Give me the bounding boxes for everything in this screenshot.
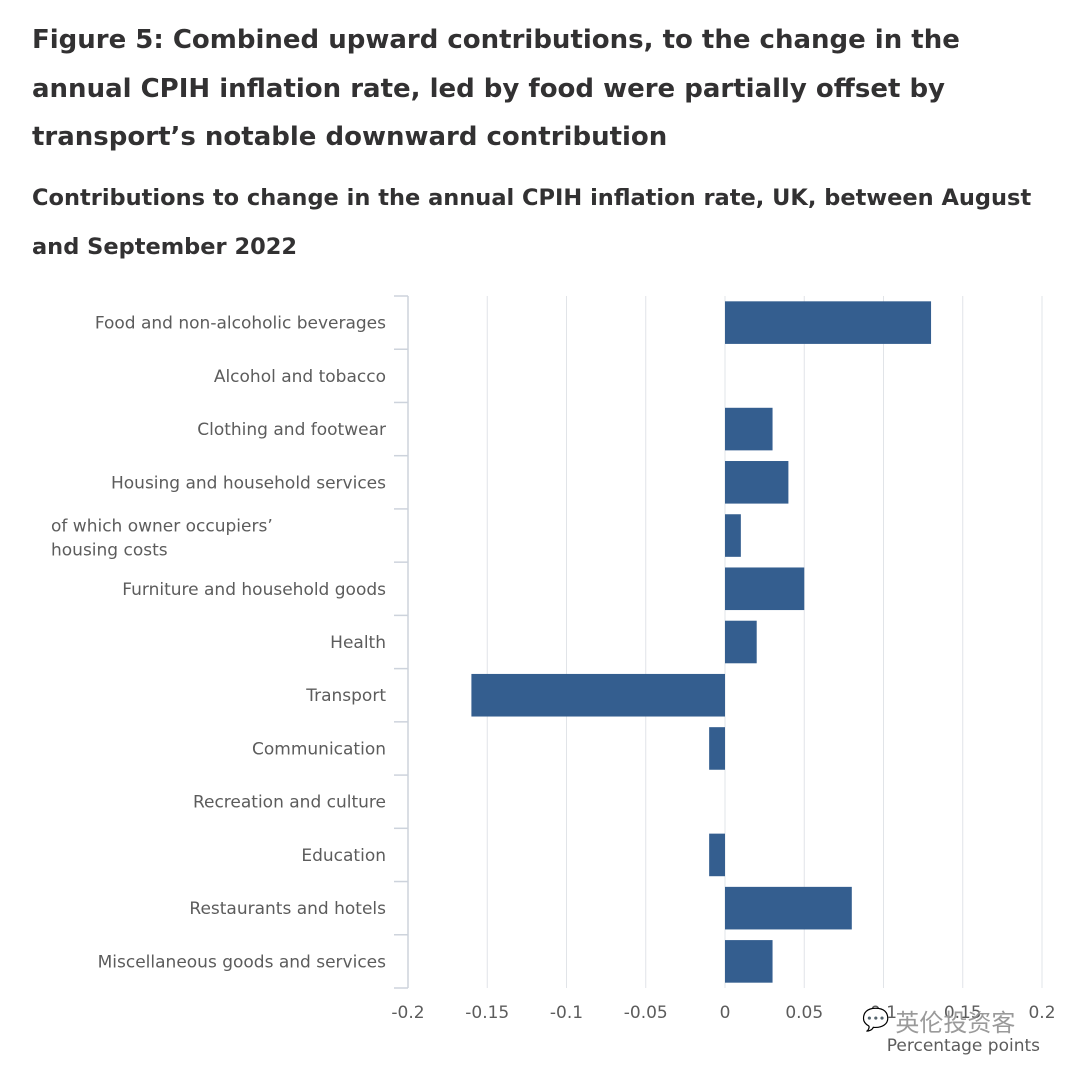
- category-label: Health: [330, 633, 386, 653]
- tick-label: -0.05: [624, 1003, 668, 1023]
- category-label: Miscellaneous goods and services: [98, 952, 387, 972]
- bar: [709, 727, 725, 770]
- bar: [725, 514, 741, 557]
- bar: [725, 886, 852, 930]
- category-labels: Food and non-alcoholic beverages Alcohol …: [51, 314, 386, 973]
- bar: [709, 833, 725, 877]
- figure-title: Figure 5: Combined upward contributions,…: [32, 25, 960, 152]
- category-label: Communication: [252, 739, 386, 759]
- bar: [725, 301, 932, 344]
- tick-label: 0.2: [1028, 1003, 1055, 1023]
- tick-label: 0.15: [944, 1003, 982, 1023]
- category-label: Education: [301, 846, 386, 866]
- tick-label: 0: [720, 1003, 731, 1023]
- tick-label: -0.15: [465, 1003, 509, 1023]
- category-label: Food and non-alcoholic beverages: [95, 314, 386, 334]
- x-axis-title: Percentage points: [887, 1036, 1040, 1056]
- bar: [725, 407, 773, 451]
- bar: [725, 620, 757, 664]
- tick-label: -0.1: [550, 1003, 583, 1023]
- category-label: Housing and household services: [111, 473, 386, 493]
- tick-label: 0.1: [870, 1003, 897, 1023]
- watermark: 💬 英伦投资客: [862, 1003, 1015, 1038]
- category-label: Furniture and household goods: [122, 580, 386, 600]
- category-label: Transport: [305, 686, 386, 706]
- bar: [471, 673, 725, 717]
- chat-bubbles-icon: 💬: [862, 1008, 890, 1033]
- watermark-text: 英伦投资客: [895, 1009, 1016, 1037]
- tick-labels: -0.2 -0.15 -0.1 -0.05 0 0.05 0.1 0.15 0.2: [391, 1003, 1055, 1023]
- tick-label: -0.2: [391, 1003, 424, 1023]
- bars: [471, 301, 932, 983]
- category-axis: [394, 295, 409, 989]
- category-label: Recreation and culture: [193, 793, 386, 813]
- category-label: Alcohol and tobacco: [214, 367, 386, 387]
- bar: [725, 461, 789, 504]
- gridlines: [486, 296, 1043, 988]
- category-label: Restaurants and hotels: [189, 899, 386, 919]
- bar: [725, 567, 805, 611]
- tick-label: 0.05: [785, 1003, 823, 1023]
- category-label: of which owner occupiers’ housing costs: [51, 517, 273, 561]
- bar: [725, 940, 773, 983]
- chart-title: Contributions to change in the annual CP…: [32, 185, 1032, 260]
- category-label: Clothing and footwear: [197, 420, 386, 440]
